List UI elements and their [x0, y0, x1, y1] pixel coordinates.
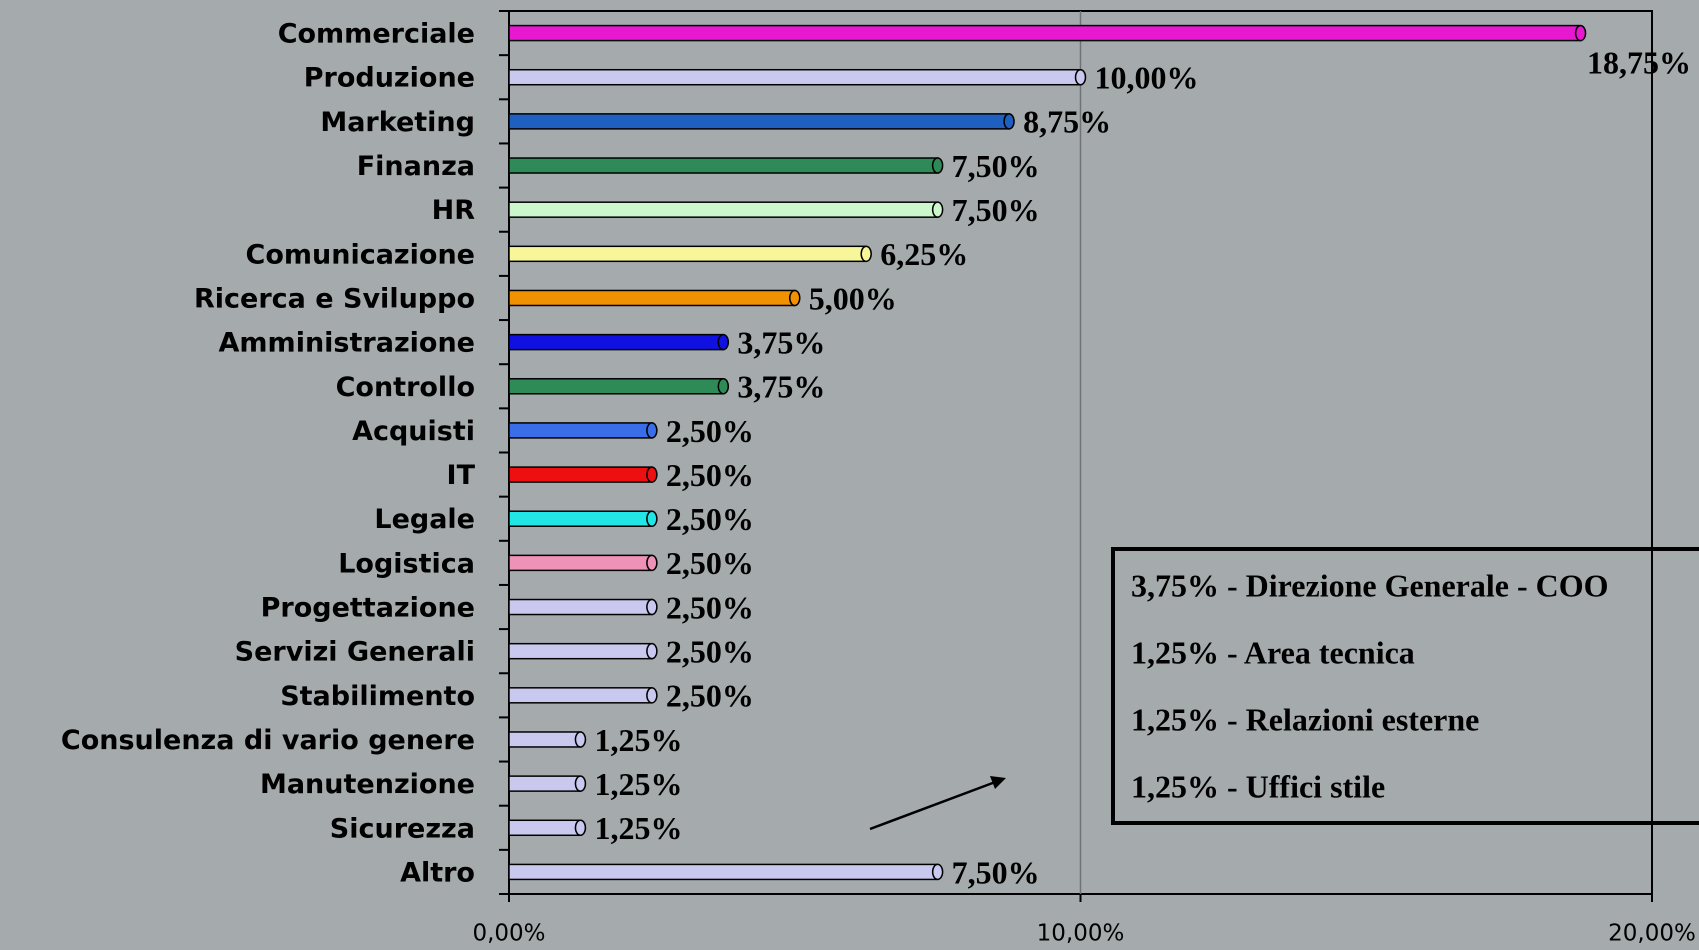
y-tick-label: Logistica: [338, 548, 475, 579]
bar: [508, 68, 1082, 86]
value-label: 8,75%: [1023, 104, 1111, 140]
bar-cap: [646, 510, 658, 527]
bar: [508, 113, 1010, 130]
bar-cap: [646, 598, 658, 616]
bar-cap: [931, 157, 944, 174]
value-label: 2,50%: [666, 457, 754, 493]
bar: [508, 598, 653, 616]
bar: [508, 466, 653, 483]
bar-cap: [860, 245, 872, 263]
bar: [508, 731, 582, 748]
bar-cap: [1574, 24, 1587, 42]
annotation: 1,25% - Uffici stile: [1131, 768, 1385, 804]
y-tick-label: Comunicazione: [246, 239, 475, 270]
value-label: 2,50%: [666, 678, 754, 714]
bar-cap: [646, 554, 658, 572]
value-label: 2,50%: [666, 545, 754, 581]
y-tick-label: Altro: [400, 857, 475, 888]
y-tick-label: HR: [432, 195, 476, 226]
bar-cap: [574, 731, 587, 748]
bar-cap: [789, 289, 801, 307]
bar: [508, 24, 1582, 42]
value-label: 6,25%: [880, 236, 968, 272]
bar: [508, 157, 939, 174]
bar-cap: [646, 422, 658, 439]
y-tick-label: Controllo: [336, 372, 475, 403]
y-tick-label: Progettazione: [261, 593, 475, 624]
bar-cap: [1074, 68, 1087, 86]
value-label: 2,50%: [666, 634, 754, 670]
bar-cap: [646, 642, 658, 660]
y-tick-label: Servizi Generali: [235, 637, 475, 668]
bar: [508, 289, 796, 307]
bar-cap: [931, 863, 944, 881]
arrow-head: [990, 776, 1006, 789]
value-label: 7,50%: [952, 148, 1040, 184]
value-label: 18,75%: [1587, 44, 1691, 80]
bar: [508, 775, 582, 792]
y-tick-label: Acquisti: [352, 416, 475, 447]
annotation: 1,25% - Relazioni esterne: [1131, 701, 1479, 737]
note-box: [1111, 547, 1699, 825]
bar: [508, 642, 653, 660]
bar-cap: [931, 201, 944, 218]
bar: [508, 819, 582, 837]
value-label: 2,50%: [666, 501, 754, 537]
y-tick-label: Finanza: [357, 151, 475, 182]
arrow: [869, 779, 999, 831]
value-label: 7,50%: [952, 854, 1040, 890]
y-tick-label: Amministrazione: [219, 328, 475, 359]
value-label: 10,00%: [1095, 60, 1199, 96]
value-label: 2,50%: [666, 589, 754, 625]
y-tick-label: Sicurezza: [330, 813, 475, 844]
bar: [508, 422, 653, 439]
bar: [508, 201, 939, 218]
bar: [508, 554, 653, 572]
x-tick-label: 10,00%: [1037, 921, 1125, 947]
bar: [508, 863, 939, 881]
y-tick-label: Marketing: [320, 107, 475, 138]
y-tick-label: Stabilimento: [280, 681, 475, 712]
value-label: 5,00%: [809, 280, 897, 316]
annotation: 3,75% - Direzione Generale - COO: [1131, 567, 1609, 603]
y-tick-label: Ricerca e Sviluppo: [194, 283, 475, 314]
bar-cap: [574, 775, 587, 792]
bar: [508, 245, 867, 263]
value-label: 7,50%: [952, 192, 1040, 228]
annotation: 1,25% - Area tecnica: [1131, 634, 1415, 670]
bar-cap: [1003, 113, 1015, 130]
value-label: 2,50%: [666, 413, 754, 449]
bar-cap: [717, 333, 730, 351]
bar-cap: [717, 378, 730, 395]
value-label: 1,25%: [594, 810, 682, 846]
y-tick-label: Produzione: [304, 63, 475, 94]
bar: [508, 378, 725, 395]
x-tick-label: 20,00%: [1608, 921, 1696, 947]
bar: [508, 333, 725, 351]
y-tick-label: Commerciale: [278, 19, 475, 50]
value-label: 3,75%: [737, 369, 825, 405]
x-tick-label: 0,00%: [472, 921, 545, 947]
y-tick-label: Consulenza di vario genere: [61, 725, 475, 756]
bar-cap: [646, 687, 658, 704]
value-label: 3,75%: [737, 324, 825, 360]
bar: [508, 510, 653, 527]
bar-cap: [646, 466, 658, 483]
bar-cap: [574, 819, 587, 837]
y-tick-label: Legale: [374, 504, 475, 535]
bar: [508, 687, 653, 704]
value-label: 1,25%: [594, 722, 682, 758]
y-tick-label: IT: [447, 460, 476, 491]
y-tick-label: Manutenzione: [260, 769, 475, 800]
value-label: 1,25%: [594, 766, 682, 802]
